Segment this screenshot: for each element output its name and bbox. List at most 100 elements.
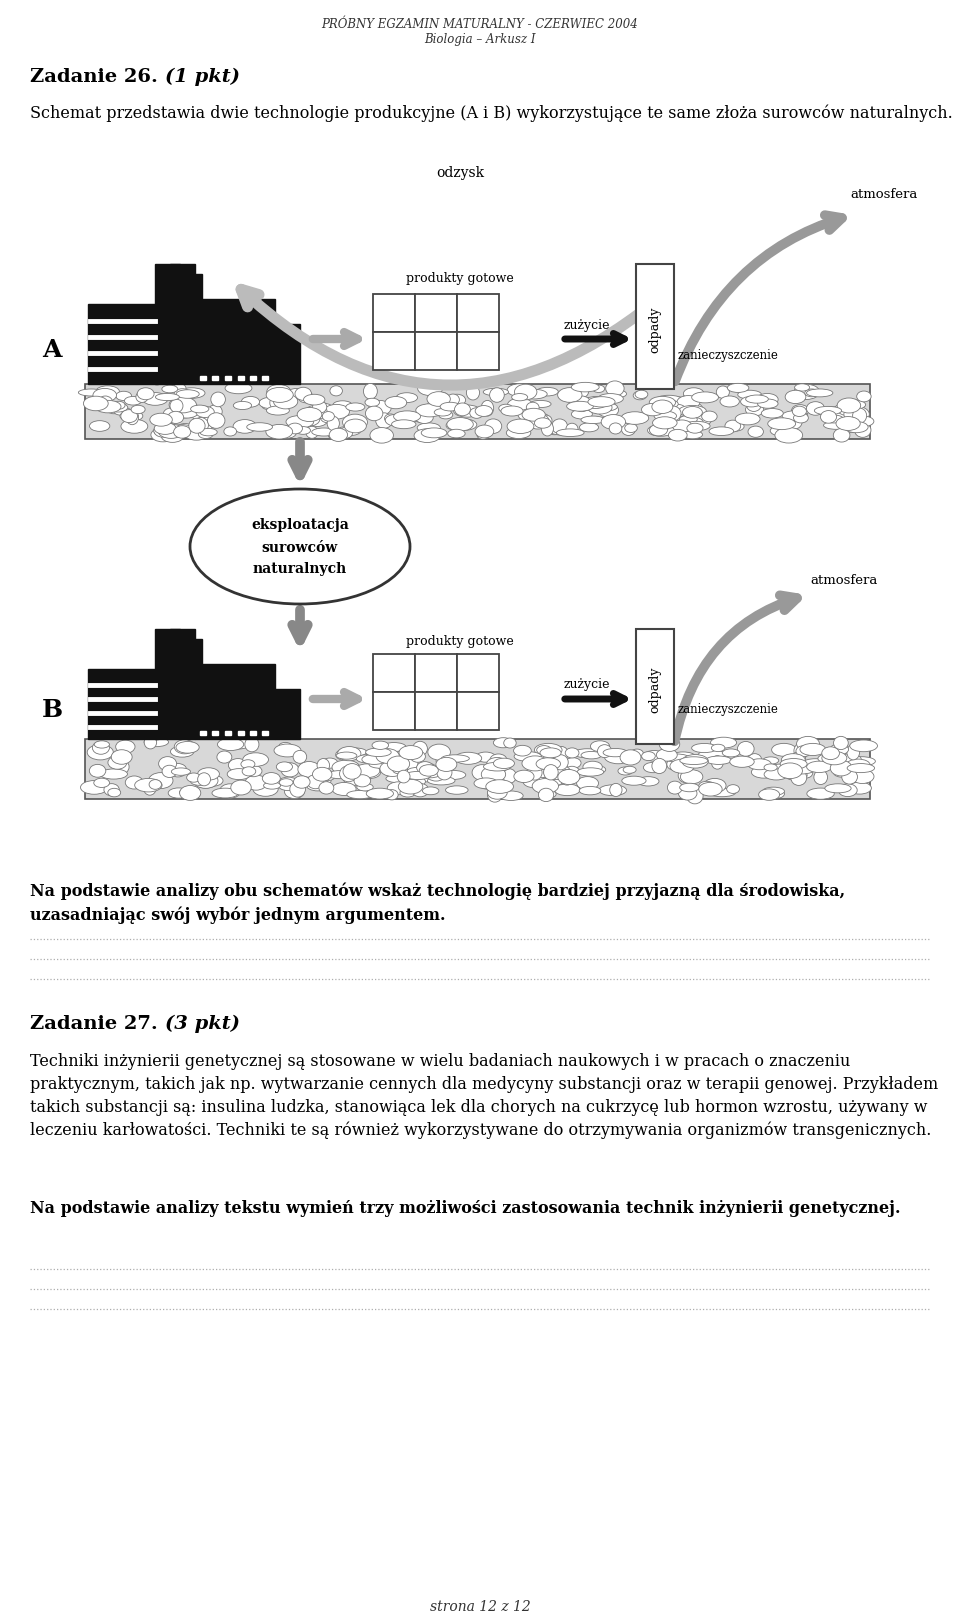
Ellipse shape [412, 784, 429, 797]
Ellipse shape [526, 755, 540, 764]
Ellipse shape [252, 782, 278, 797]
Ellipse shape [179, 388, 205, 399]
Ellipse shape [121, 411, 137, 424]
Ellipse shape [848, 758, 876, 766]
Ellipse shape [652, 401, 673, 414]
Ellipse shape [598, 394, 623, 404]
Ellipse shape [780, 760, 807, 769]
Ellipse shape [155, 424, 176, 435]
Ellipse shape [137, 388, 155, 401]
Ellipse shape [740, 398, 762, 407]
Ellipse shape [649, 425, 667, 437]
Ellipse shape [400, 789, 416, 797]
Ellipse shape [385, 398, 407, 409]
Ellipse shape [756, 394, 779, 406]
Ellipse shape [490, 755, 507, 766]
Ellipse shape [610, 424, 622, 435]
Ellipse shape [490, 388, 504, 403]
Ellipse shape [330, 386, 343, 396]
Ellipse shape [555, 784, 580, 797]
Ellipse shape [649, 398, 676, 409]
Ellipse shape [327, 428, 344, 440]
Ellipse shape [344, 748, 367, 756]
Ellipse shape [481, 768, 506, 782]
Ellipse shape [610, 784, 622, 797]
Ellipse shape [770, 427, 790, 437]
Ellipse shape [612, 391, 627, 398]
Ellipse shape [281, 430, 296, 437]
Ellipse shape [841, 401, 866, 411]
Bar [415, 654, 457, 693]
Ellipse shape [387, 782, 410, 795]
Ellipse shape [174, 390, 191, 399]
Ellipse shape [483, 390, 509, 396]
Ellipse shape [95, 401, 121, 414]
Ellipse shape [781, 755, 805, 766]
Ellipse shape [775, 428, 803, 443]
Ellipse shape [684, 394, 703, 401]
Ellipse shape [112, 760, 129, 774]
Ellipse shape [822, 747, 839, 760]
Ellipse shape [737, 742, 755, 756]
Ellipse shape [243, 753, 269, 768]
Ellipse shape [200, 428, 217, 437]
Ellipse shape [848, 782, 872, 795]
Ellipse shape [161, 430, 183, 443]
Ellipse shape [757, 399, 778, 409]
Ellipse shape [427, 401, 444, 412]
Ellipse shape [475, 753, 495, 763]
Ellipse shape [704, 779, 726, 794]
Ellipse shape [762, 787, 784, 795]
Ellipse shape [836, 417, 860, 432]
Ellipse shape [788, 766, 815, 774]
Bar [262, 732, 268, 735]
Ellipse shape [834, 769, 857, 777]
Text: Na podstawie analizy tekstu wymień trzy możliwości zastosowania technik inżynier: Na podstawie analizy tekstu wymień trzy … [30, 1199, 900, 1216]
Ellipse shape [636, 391, 648, 399]
Ellipse shape [485, 420, 502, 435]
Ellipse shape [180, 789, 197, 797]
Ellipse shape [144, 738, 169, 747]
Ellipse shape [501, 407, 523, 417]
Text: Na podstawie analizy obu schematów wskaż technologię bardziej przyjazną dla środ: Na podstawie analizy obu schematów wskaż… [30, 883, 845, 923]
Ellipse shape [767, 764, 794, 776]
Ellipse shape [710, 738, 736, 748]
Text: odzysk: odzysk [436, 166, 484, 180]
Ellipse shape [156, 394, 180, 401]
Ellipse shape [748, 760, 771, 771]
Text: A: A [42, 338, 61, 362]
Ellipse shape [536, 414, 549, 425]
Bar [457, 295, 499, 333]
Ellipse shape [168, 412, 183, 424]
Ellipse shape [421, 428, 447, 438]
Ellipse shape [277, 427, 297, 438]
Ellipse shape [643, 763, 663, 773]
Ellipse shape [427, 777, 455, 786]
Ellipse shape [169, 398, 197, 414]
Ellipse shape [647, 403, 668, 415]
Ellipse shape [442, 755, 469, 763]
Ellipse shape [720, 396, 739, 407]
Ellipse shape [418, 381, 443, 396]
Ellipse shape [366, 748, 391, 756]
Ellipse shape [828, 758, 846, 771]
Ellipse shape [752, 766, 777, 779]
Ellipse shape [89, 764, 106, 777]
Bar [262, 377, 268, 381]
Text: naturalnych: naturalnych [252, 562, 348, 576]
Ellipse shape [625, 424, 637, 433]
Ellipse shape [440, 403, 461, 412]
Bar [415, 333, 457, 370]
Bar [636, 630, 674, 745]
Ellipse shape [833, 428, 850, 443]
Ellipse shape [225, 383, 252, 394]
Ellipse shape [336, 427, 361, 437]
Ellipse shape [343, 771, 367, 786]
Ellipse shape [356, 755, 383, 764]
Ellipse shape [737, 391, 761, 399]
Ellipse shape [242, 768, 255, 776]
Ellipse shape [416, 412, 433, 424]
Ellipse shape [657, 422, 669, 432]
Ellipse shape [184, 428, 209, 441]
Ellipse shape [306, 427, 318, 440]
